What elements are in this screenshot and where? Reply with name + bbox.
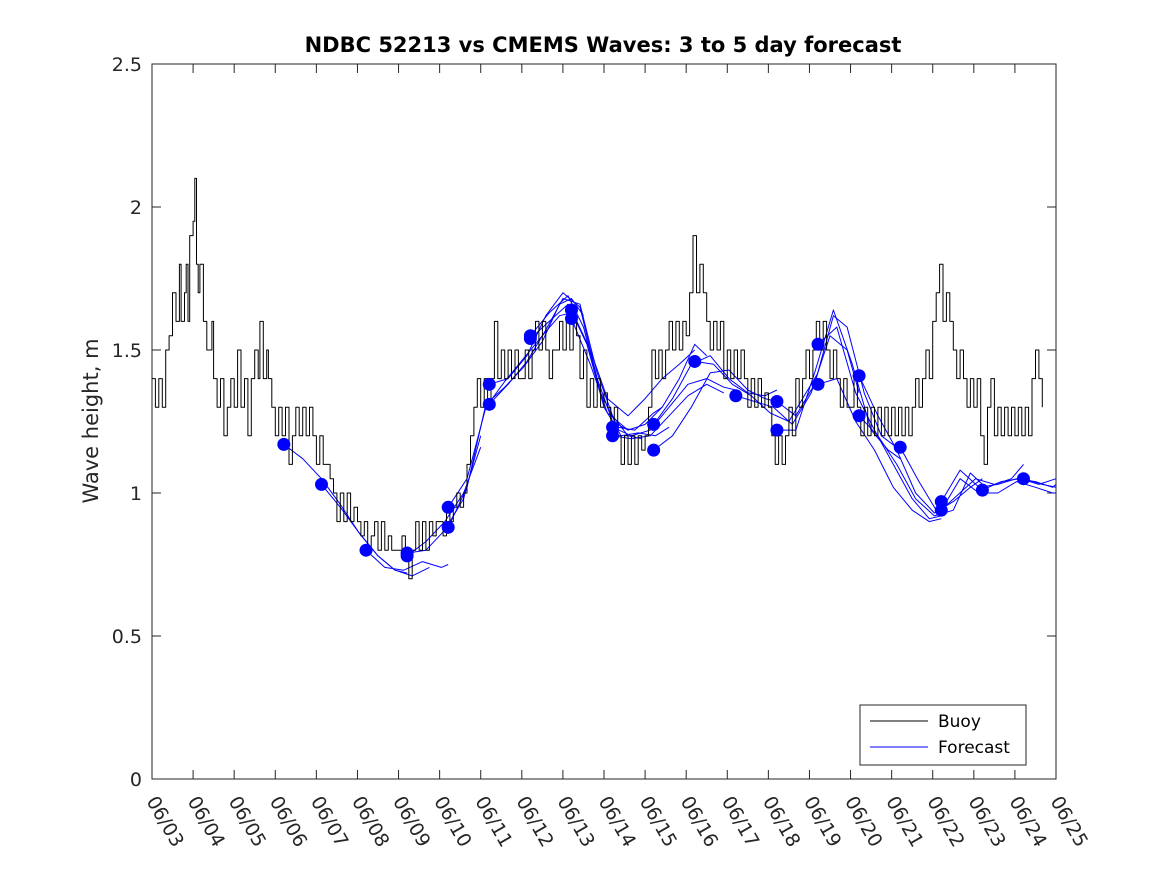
forecast-run-line	[447, 312, 572, 508]
x-tick-label: 06/03	[142, 793, 188, 851]
forecast-marker	[688, 354, 702, 368]
forecast-run-line	[817, 326, 942, 520]
forecast-marker	[893, 440, 907, 454]
series-layer	[152, 177, 1057, 580]
legend-box	[859, 704, 1027, 766]
forecast-marker	[1016, 472, 1030, 486]
y-tick-label: 1.5	[112, 340, 142, 362]
legend-label-buoy: Buoy	[938, 712, 981, 732]
forecast-run-line	[694, 360, 819, 422]
y-tick-label: 0	[130, 769, 142, 791]
x-tick-label: 06/06	[265, 793, 311, 851]
forecast-marker	[564, 312, 578, 326]
x-tick-label: 06/22	[922, 793, 968, 851]
x-tick-label: 06/11	[470, 793, 516, 851]
x-tick-label: 06/19	[799, 793, 845, 851]
legend: Buoy Forecast	[859, 704, 1027, 766]
x-tick-label: 06/13	[553, 793, 599, 851]
y-axis: 0 0.5 1 1.5 2 2.5	[112, 54, 1056, 791]
forecast-marker	[482, 397, 496, 411]
forecast-marker	[606, 429, 620, 443]
x-tick-label: 06/05	[224, 793, 270, 851]
forecast-marker	[277, 437, 291, 451]
y-tick-label: 1	[130, 483, 142, 505]
forecast-marker	[934, 503, 948, 517]
forecast-run-line	[571, 309, 696, 417]
forecast-run-line	[488, 298, 642, 440]
forecast-marker	[647, 443, 661, 457]
forecast-run-line	[940, 478, 1056, 511]
y-tick-label: 0.5	[112, 626, 142, 648]
x-tick-label: 06/24	[1005, 793, 1051, 851]
forecast-marker	[523, 332, 537, 346]
x-tick-label: 06/23	[963, 793, 1009, 851]
forecast-marker	[852, 409, 866, 423]
x-tick-label: 06/14	[594, 793, 640, 851]
forecast-run-line	[571, 318, 708, 431]
forecast-marker	[729, 389, 743, 403]
forecast-marker	[770, 423, 784, 437]
buoy-series-line	[152, 177, 1043, 580]
forecast-marker	[975, 483, 989, 497]
x-tick-label: 06/15	[635, 793, 681, 851]
forecast-run-line	[899, 446, 1024, 514]
forecast-run-line	[858, 415, 983, 517]
x-tick-label: 06/25	[1046, 793, 1092, 851]
forecast-marker	[811, 337, 825, 351]
forecast-run-line	[612, 378, 736, 437]
x-tick-label: 06/08	[347, 793, 393, 851]
forecast-marker	[852, 369, 866, 383]
legend-label-forecast: Forecast	[938, 738, 1010, 758]
forecast-marker	[441, 500, 455, 514]
x-tick-label: 06/16	[676, 793, 722, 851]
forecast-marker	[315, 477, 328, 491]
forecast-marker	[359, 543, 373, 557]
chart-title: NDBC 52213 vs CMEMS Waves: 3 to 5 day fo…	[305, 33, 902, 57]
x-tick-label: 06/09	[388, 793, 434, 851]
forecast-marker	[482, 377, 496, 391]
x-tick-label: 06/18	[758, 793, 804, 851]
forecast-marker	[400, 549, 414, 563]
forecast-run-line	[365, 549, 449, 571]
y-tick-label: 2.5	[112, 54, 142, 76]
x-tick-label: 06/04	[183, 793, 229, 851]
y-axis-label: Wave height, m	[79, 338, 103, 503]
forecast-marker	[770, 394, 784, 408]
forecast-marker	[647, 417, 661, 431]
forecast-run-line	[653, 355, 778, 425]
x-tick-label: 06/12	[511, 793, 557, 851]
x-tick-label: 06/21	[881, 793, 927, 851]
forecast-run-line	[776, 315, 901, 451]
forecast-marker	[441, 520, 455, 534]
forecast-run-line	[1023, 478, 1057, 488]
forecast-run-line	[653, 369, 778, 451]
x-tick-label: 06/17	[717, 793, 763, 851]
y-tick-label: 2	[130, 197, 142, 219]
x-tick-label: 06/10	[429, 793, 475, 851]
forecast-marker	[811, 377, 825, 391]
x-tick-label: 06/07	[306, 793, 352, 851]
x-tick-label: 06/20	[840, 793, 886, 851]
plot-area	[151, 63, 1057, 780]
